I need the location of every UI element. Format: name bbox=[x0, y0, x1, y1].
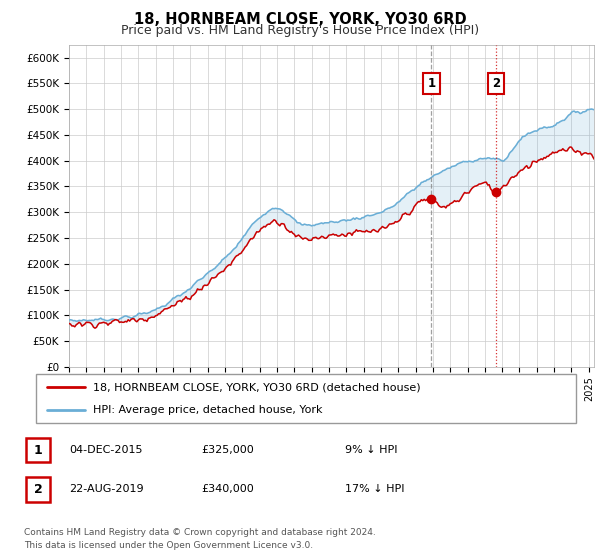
Text: Contains HM Land Registry data © Crown copyright and database right 2024.
This d: Contains HM Land Registry data © Crown c… bbox=[24, 528, 376, 550]
Text: 18, HORNBEAM CLOSE, YORK, YO30 6RD (detached house): 18, HORNBEAM CLOSE, YORK, YO30 6RD (deta… bbox=[92, 382, 421, 393]
Text: 9% ↓ HPI: 9% ↓ HPI bbox=[345, 445, 398, 455]
Text: 2: 2 bbox=[34, 483, 43, 496]
Text: 17% ↓ HPI: 17% ↓ HPI bbox=[345, 484, 404, 494]
Text: 1: 1 bbox=[34, 444, 43, 457]
Text: 22-AUG-2019: 22-AUG-2019 bbox=[69, 484, 143, 494]
Bar bbox=[26, 477, 50, 502]
Bar bbox=[26, 438, 50, 463]
Text: £340,000: £340,000 bbox=[201, 484, 254, 494]
Text: 2: 2 bbox=[492, 77, 500, 90]
Text: 1: 1 bbox=[427, 77, 436, 90]
Text: Price paid vs. HM Land Registry's House Price Index (HPI): Price paid vs. HM Land Registry's House … bbox=[121, 24, 479, 37]
Text: 04-DEC-2015: 04-DEC-2015 bbox=[69, 445, 143, 455]
Text: HPI: Average price, detached house, York: HPI: Average price, detached house, York bbox=[92, 405, 322, 416]
Text: 18, HORNBEAM CLOSE, YORK, YO30 6RD: 18, HORNBEAM CLOSE, YORK, YO30 6RD bbox=[134, 12, 466, 27]
Text: £325,000: £325,000 bbox=[201, 445, 254, 455]
